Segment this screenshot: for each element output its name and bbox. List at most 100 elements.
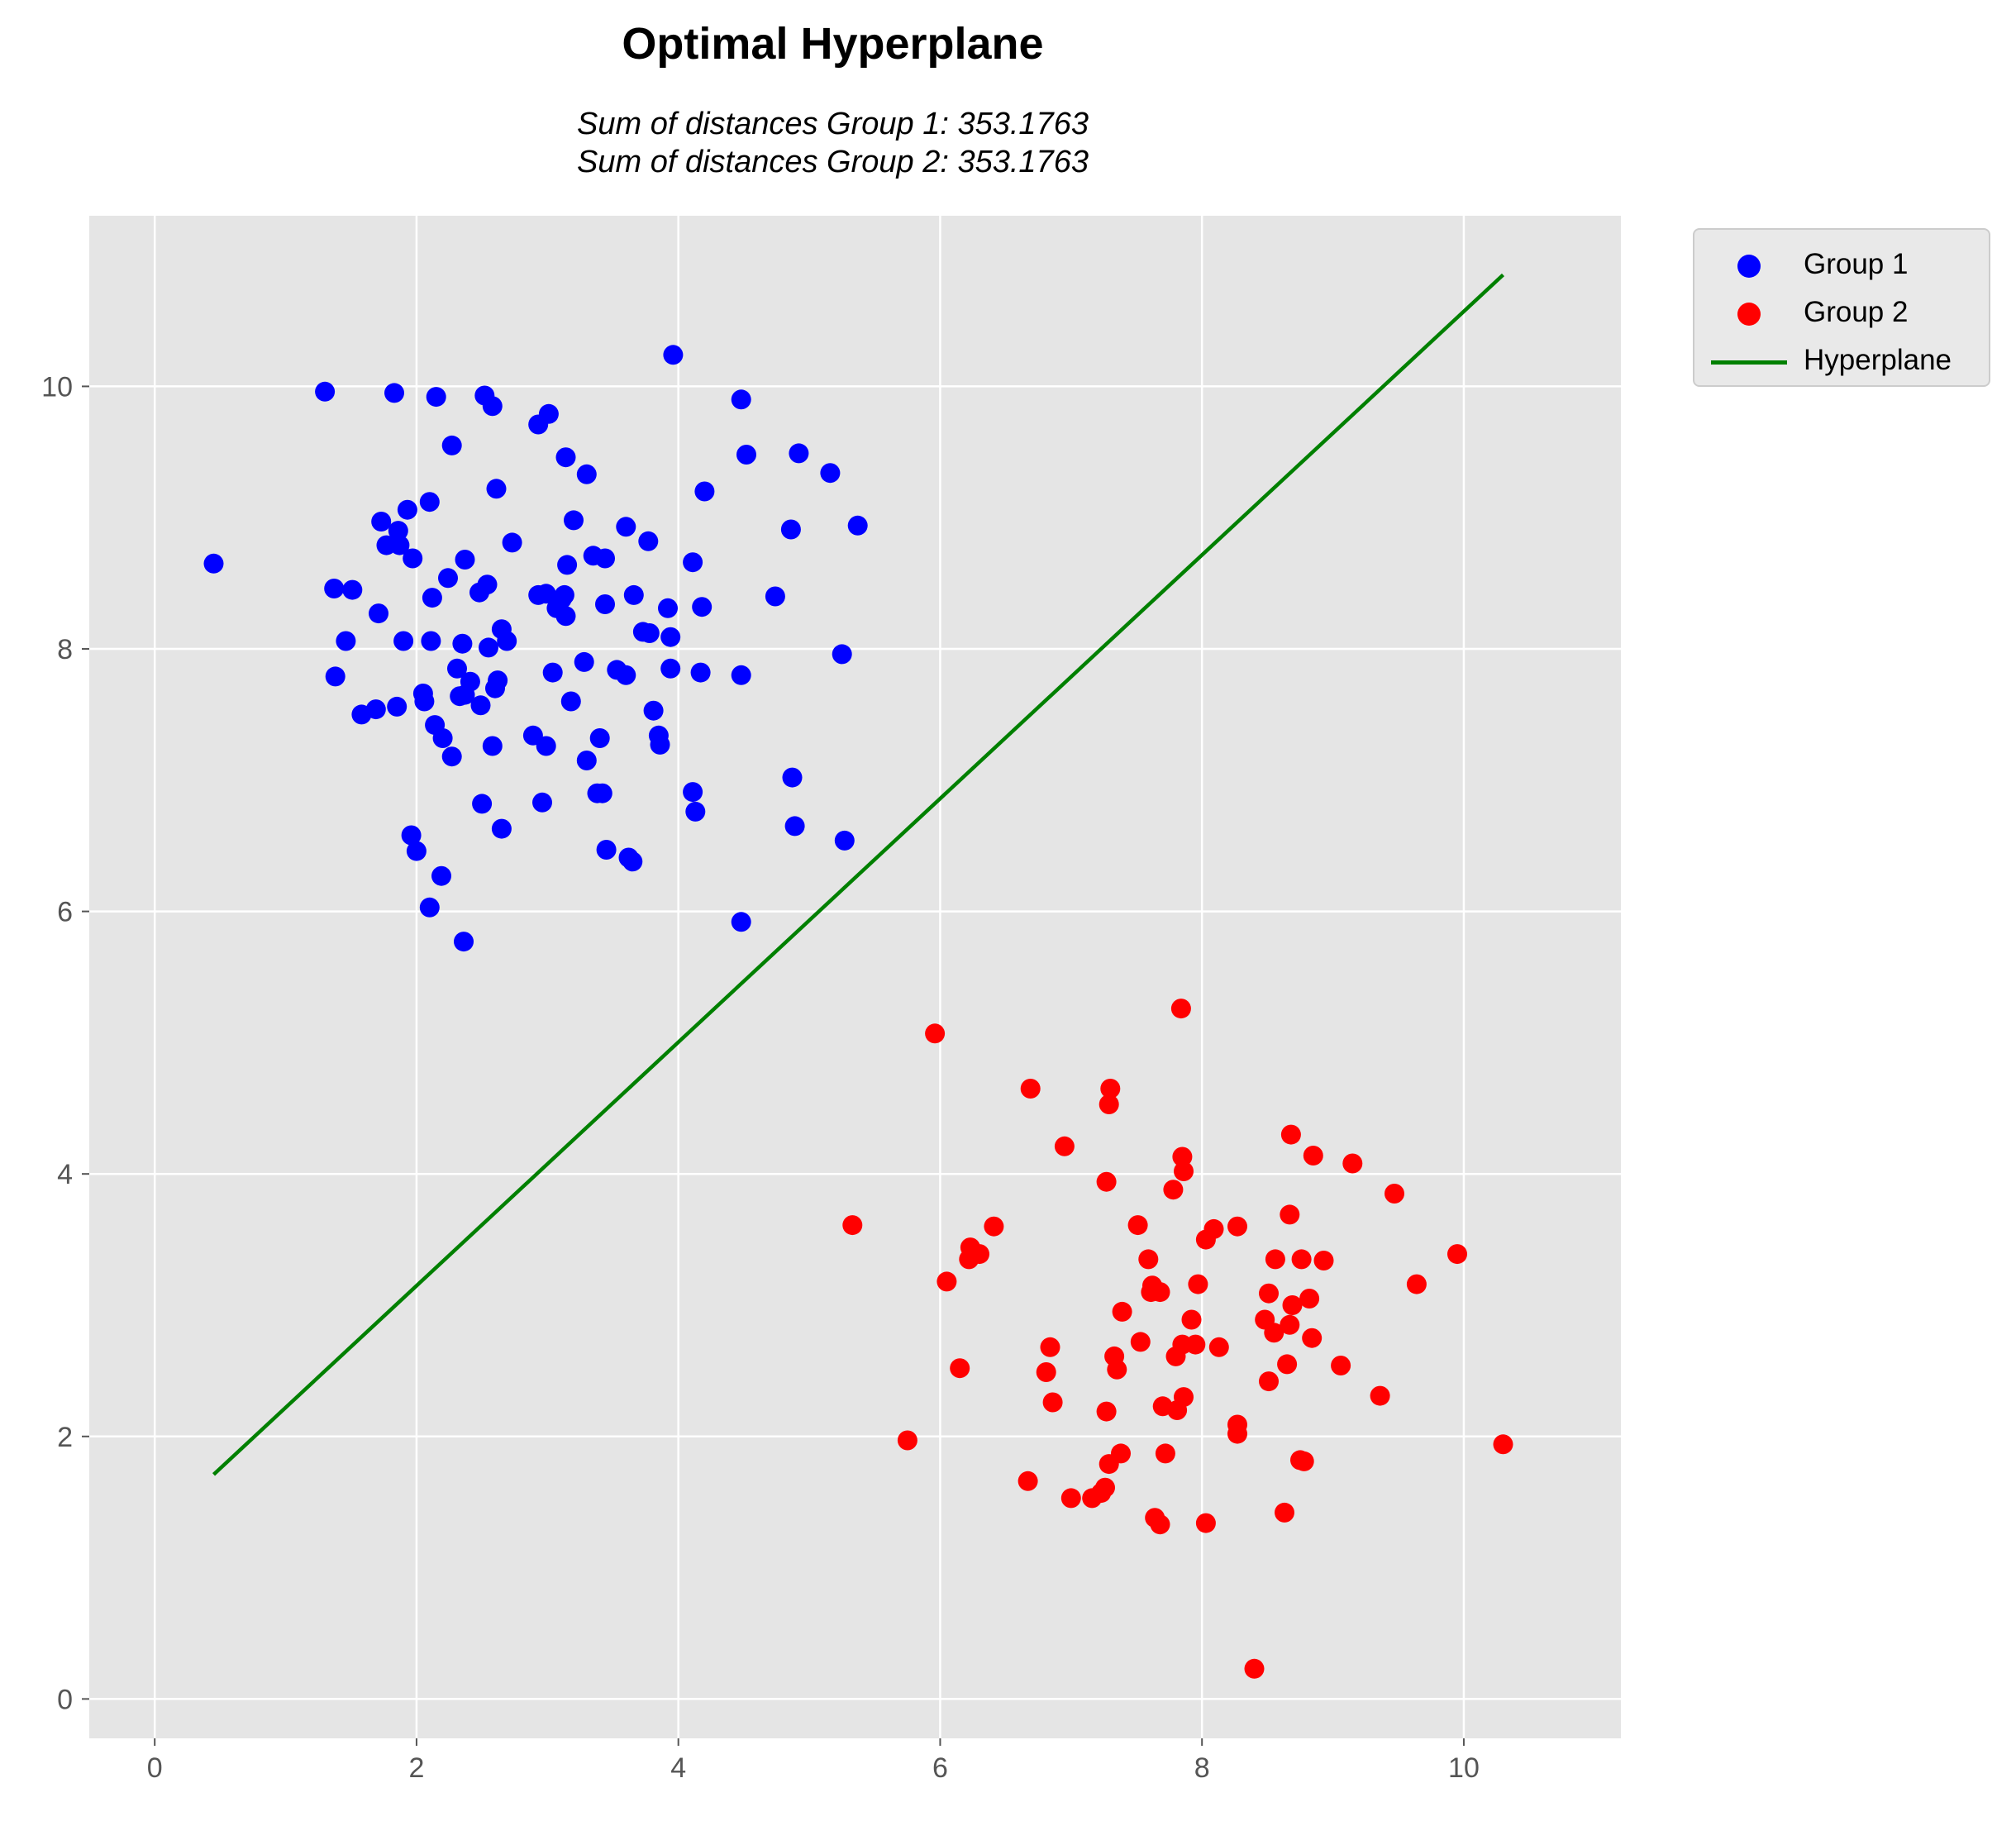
point-group-2 (1174, 1387, 1194, 1408)
point-group-1 (595, 594, 615, 614)
point-group-1 (502, 532, 522, 553)
point-group-1 (694, 481, 715, 502)
point-group-1 (685, 801, 706, 822)
point-group-1 (596, 840, 617, 860)
point-group-2 (1280, 1124, 1301, 1145)
chart-title: Optimal Hyperplane (622, 19, 1044, 69)
point-group-1 (455, 684, 475, 705)
point-group-2 (1096, 1401, 1117, 1422)
point-group-1 (555, 447, 576, 468)
point-group-2 (1100, 1079, 1121, 1099)
point-group-1 (491, 818, 512, 839)
point-group-1 (388, 521, 408, 541)
y-tick-label: 10 (41, 371, 73, 403)
point-group-1 (369, 603, 388, 624)
point-group-1 (203, 553, 224, 574)
x-tick-label: 6 (932, 1752, 948, 1784)
point-group-1 (595, 548, 615, 569)
point-group-1 (834, 830, 855, 851)
plot-area (89, 216, 1621, 1738)
point-group-2 (1227, 1423, 1247, 1444)
point-group-1 (847, 515, 868, 536)
y-tick-label: 0 (57, 1684, 73, 1715)
point-group-1 (403, 548, 423, 569)
point-group-1 (414, 691, 435, 712)
point-group-1 (820, 463, 841, 484)
point-group-1 (692, 597, 713, 617)
point-group-1 (431, 865, 451, 886)
point-group-2 (1280, 1204, 1300, 1225)
chart-subtitle: Sum of distances Group 1: 353.1763 Sum o… (0, 106, 1666, 181)
point-group-2 (1018, 1471, 1038, 1491)
x-tick-label: 4 (670, 1752, 686, 1784)
point-group-1 (419, 492, 440, 512)
point-group-1 (479, 637, 498, 658)
point-group-1 (455, 550, 475, 570)
point-group-2 (1042, 1392, 1063, 1413)
point-group-1 (736, 445, 756, 465)
point-group-2 (1331, 1356, 1351, 1375)
series-line-hyperplane (212, 273, 1505, 1476)
point-group-2 (1294, 1451, 1314, 1471)
y-tick-label: 2 (57, 1422, 73, 1453)
legend-item-group-1: Group 1 (1694, 243, 1989, 289)
point-group-2 (1313, 1251, 1334, 1270)
point-group-1 (638, 531, 659, 551)
point-group-1 (486, 479, 507, 499)
x-tick-label: 0 (147, 1752, 163, 1784)
legend-item-group-2: Group 2 (1694, 291, 1989, 337)
point-group-1 (731, 665, 751, 685)
point-group-1 (482, 396, 503, 417)
point-group-1 (542, 662, 563, 683)
point-group-1 (592, 783, 612, 803)
data-marks (203, 273, 1513, 1679)
point-group-2 (1155, 1443, 1175, 1464)
point-group-1 (616, 665, 636, 685)
point-group-1 (470, 695, 491, 716)
point-group-1 (384, 383, 404, 403)
point-group-1 (389, 535, 410, 555)
point-group-2 (925, 1023, 946, 1044)
legend: Group 1 Group 2 Hyperplane (1693, 228, 1990, 387)
point-group-1 (336, 631, 356, 651)
point-group-1 (324, 579, 345, 598)
point-group-1 (426, 387, 446, 408)
x-tick-label: 2 (408, 1752, 424, 1784)
point-group-1 (422, 588, 442, 608)
point-group-1 (397, 499, 417, 520)
point-group-1 (482, 736, 503, 756)
point-group-1 (574, 651, 594, 672)
point-group-1 (365, 699, 386, 720)
point-group-2 (1130, 1332, 1151, 1352)
point-group-1 (419, 897, 440, 918)
point-group-1 (472, 794, 493, 814)
x-tick-label: 8 (1194, 1752, 1210, 1784)
legend-label-group-2: Group 2 (1804, 296, 1909, 328)
point-group-2 (1299, 1289, 1320, 1309)
point-group-2 (1095, 1477, 1115, 1498)
point-group-2 (1107, 1359, 1127, 1380)
point-group-2 (1406, 1274, 1427, 1294)
point-group-2 (1195, 1229, 1216, 1250)
legend-label-hyperplane: Hyperplane (1804, 344, 1952, 376)
point-group-2 (1259, 1283, 1279, 1304)
point-group-2 (1150, 1514, 1170, 1535)
point-group-1 (536, 584, 556, 604)
point-group-2 (1138, 1249, 1159, 1270)
point-group-2 (1385, 1184, 1404, 1204)
point-group-2 (1020, 1079, 1041, 1099)
point-group-1 (658, 598, 678, 618)
point-group-2 (1265, 1249, 1285, 1270)
point-group-1 (532, 792, 552, 813)
point-group-2 (1280, 1314, 1300, 1335)
point-group-1 (564, 510, 584, 531)
point-group-2 (1172, 1146, 1193, 1167)
point-group-1 (528, 414, 549, 435)
point-group-1 (488, 670, 508, 691)
axis-ticks: 0 2 4 6 8 10 0 2 4 6 8 10 (41, 371, 1480, 1784)
point-group-1 (560, 691, 581, 712)
point-group-1 (731, 389, 751, 410)
point-group-2 (1447, 1244, 1467, 1265)
point-group-2 (1163, 1180, 1184, 1200)
point-group-2 (1303, 1146, 1323, 1166)
